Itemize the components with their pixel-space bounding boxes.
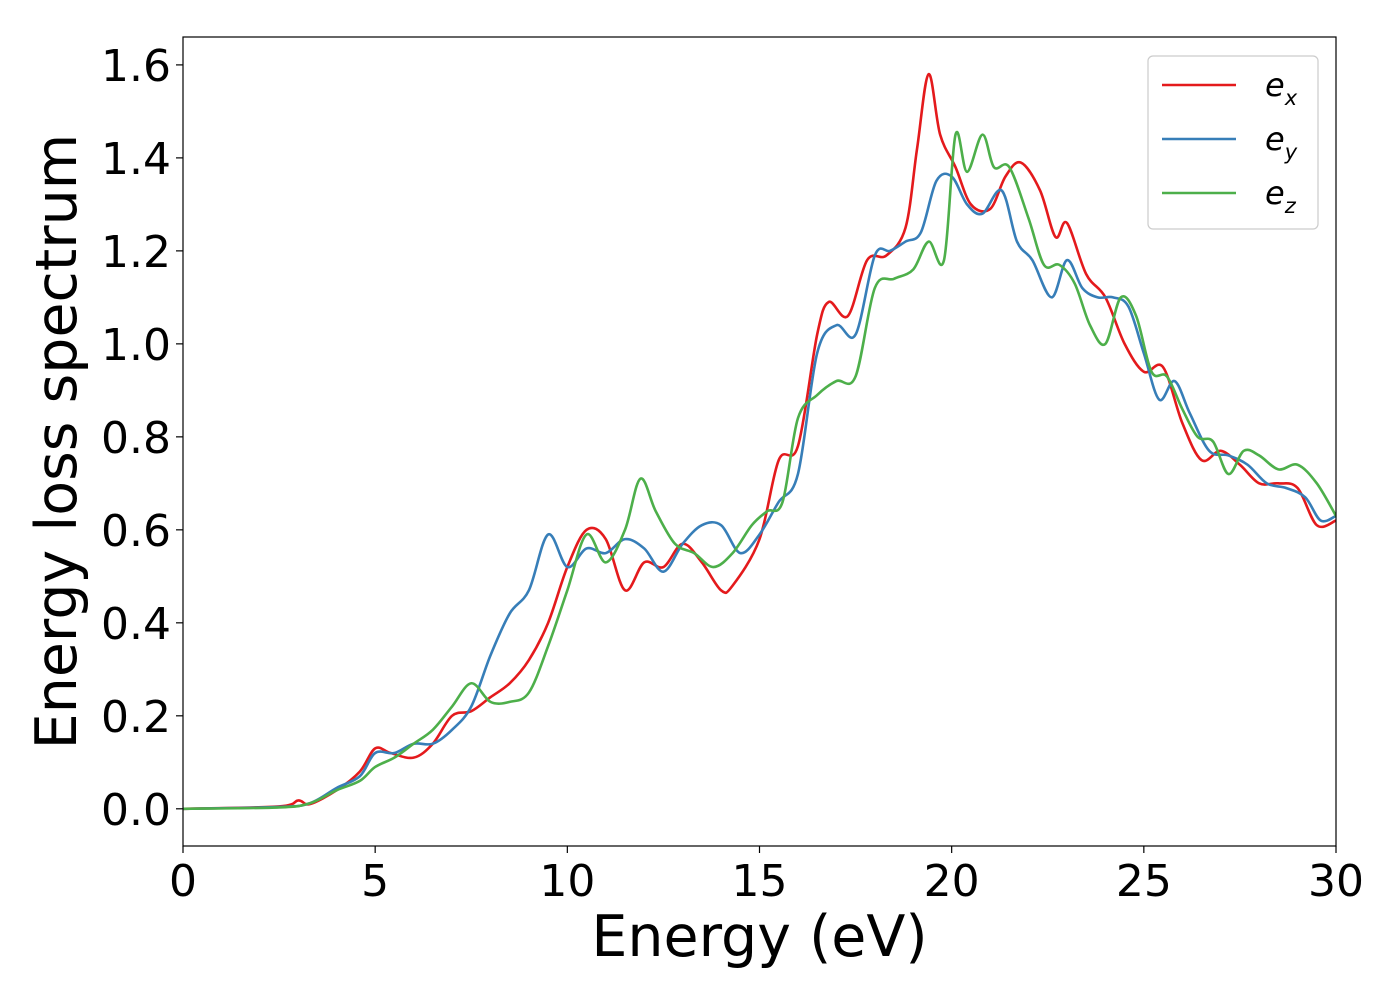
x-tick-label: 20 [924,856,980,907]
y-tick-label: 0.2 [101,692,171,743]
x-tick-label: 10 [539,856,595,907]
x-tick-label: 15 [732,856,788,907]
legend-label: ez [1265,174,1297,218]
legend-label: ey [1265,120,1298,164]
y-axis-title: Energy loss spectrum [24,134,90,750]
legend-box [1147,55,1319,230]
y-tick-label: 0.8 [101,413,171,464]
series-line-e-y [183,172,1336,811]
series-line-e-z [183,130,1336,811]
x-axis-ticks: 0 5 10 15 20 25 30 [169,846,1364,907]
x-tick-label: 0 [169,856,197,907]
y-tick-label: 0.4 [101,599,171,650]
x-axis-title: Energy (eV) [591,904,927,970]
x-tick-label: 30 [1308,856,1364,907]
legend: ex ey ez [1147,55,1319,230]
y-tick-label: 1.2 [101,227,171,278]
plot-frame [182,36,1337,847]
legend-label: ex [1265,66,1298,110]
y-tick-label: 1.6 [101,41,171,92]
x-tick-label: 5 [361,856,389,907]
y-tick-label: 0.0 [101,785,171,836]
series-line-e-x [183,72,1336,811]
plot-lines [183,72,1336,811]
y-tick-label: 1.0 [101,320,171,371]
y-tick-label: 1.4 [101,134,171,185]
x-tick-label: 25 [1116,856,1172,907]
y-axis-ticks: 0.0 0.2 0.4 0.6 0.8 1.0 1.2 1.4 1.6 [101,41,183,836]
y-tick-label: 0.6 [101,506,171,557]
